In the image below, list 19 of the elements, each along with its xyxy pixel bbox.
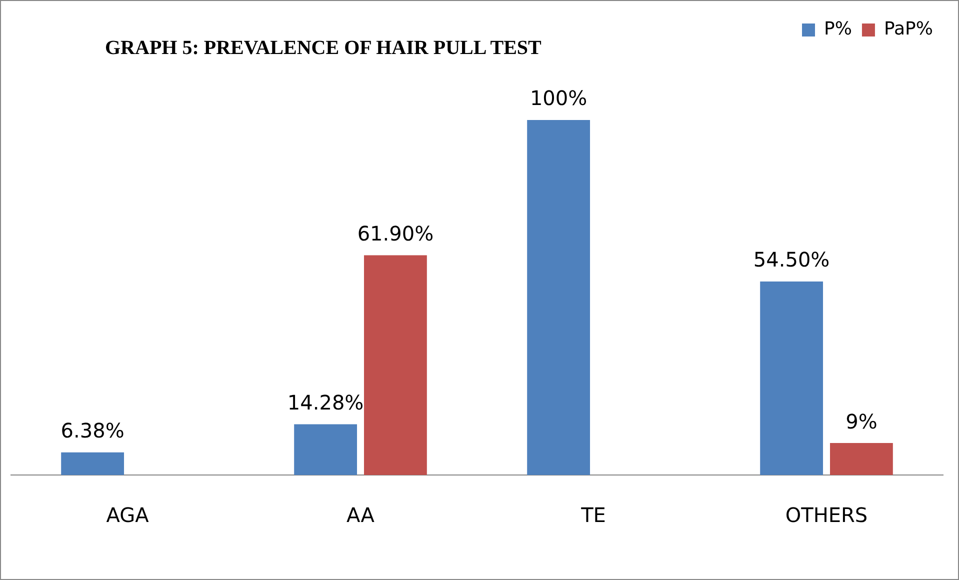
chart-title: GRAPH 5: PREVALENCE OF HAIR PULL TEST [105,37,542,60]
legend-label: PaP% [884,18,934,40]
data-label: 100% [530,86,588,110]
bar [294,424,358,475]
data-label: 61.90% [357,221,434,246]
bar [61,452,124,475]
data-label: 9% [846,409,878,434]
x-tick-label: TE [580,503,606,528]
bar [760,282,824,475]
x-tick-label: AGA [106,503,150,528]
data-label: 6.38% [60,418,124,443]
data-label: 14.28% [287,390,364,415]
x-tick-label: OTHERS [785,503,868,528]
data-label: 54.50% [753,248,830,272]
x-tick-label: AA [346,503,375,528]
bar [830,443,893,475]
bar [527,120,590,475]
bar [364,255,427,475]
legend-label: P% [824,18,852,40]
